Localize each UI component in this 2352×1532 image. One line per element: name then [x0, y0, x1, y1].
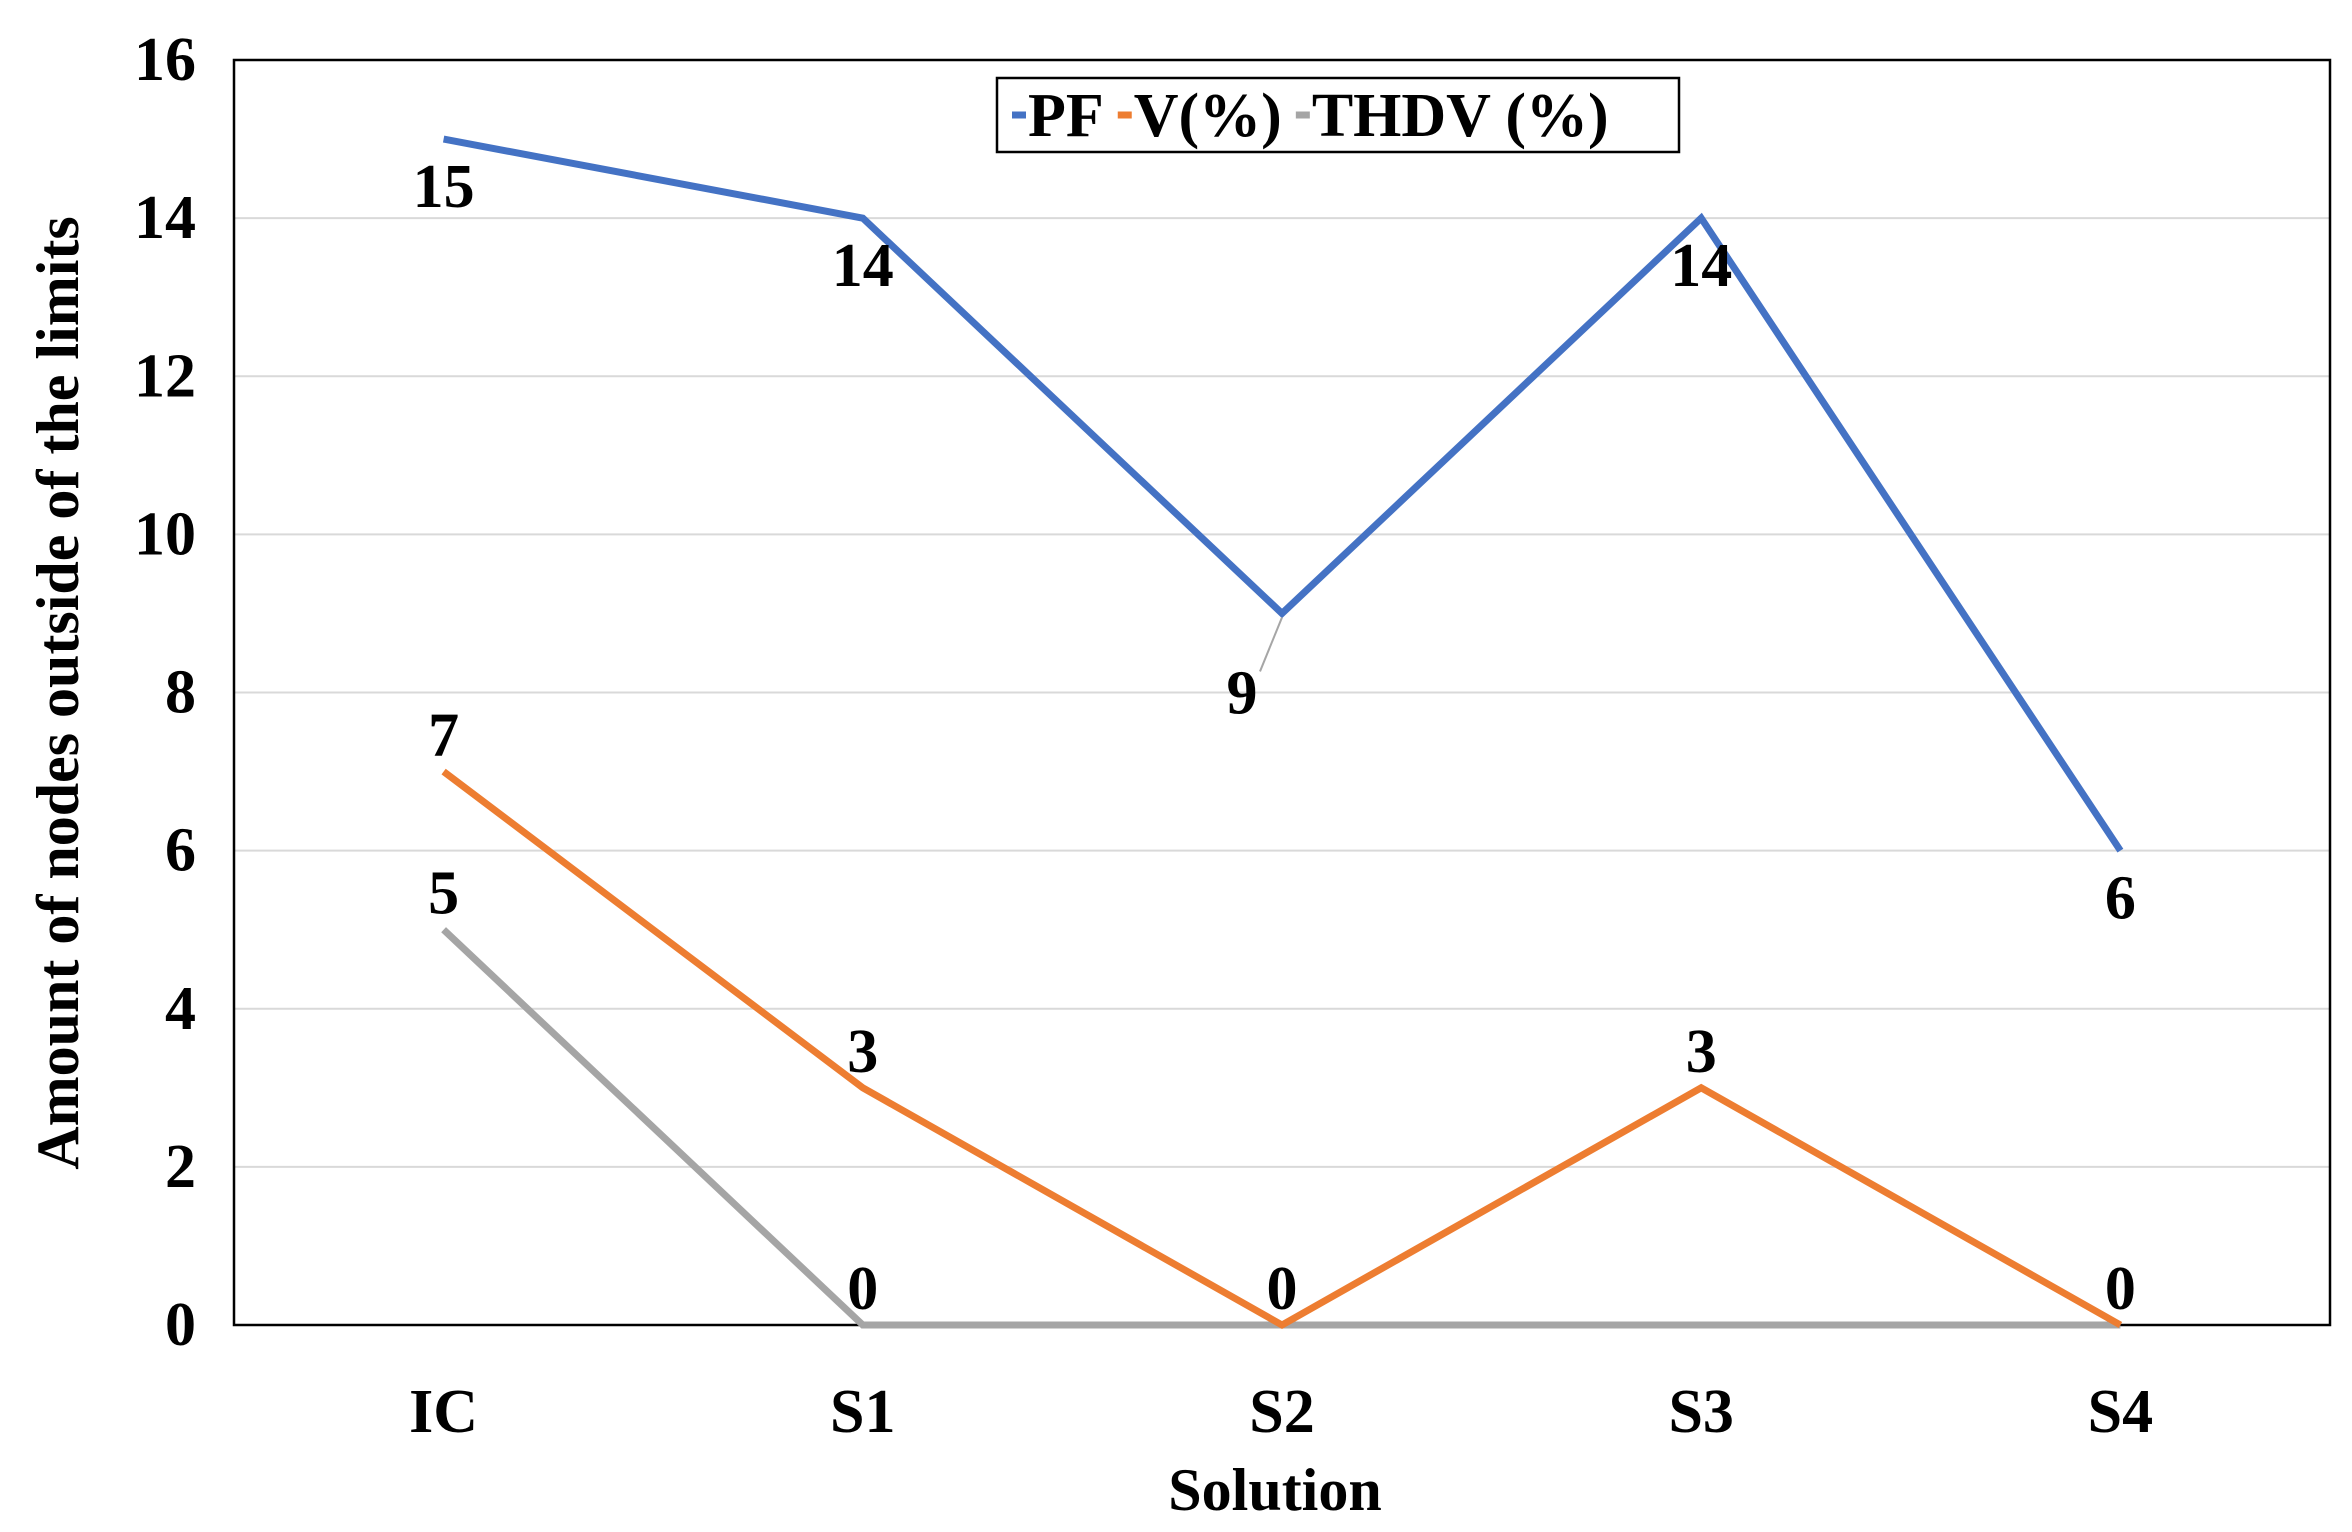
data-label: 3 — [1686, 1018, 1717, 1086]
y-tick-label: 2 — [165, 1133, 196, 1201]
legend-box — [995, 76, 1681, 154]
x-axis-title: Solution — [1168, 1457, 1381, 1523]
x-tick-label: IC — [409, 1378, 478, 1446]
data-label: 7 — [428, 702, 459, 770]
legend-label: V(%) — [1134, 82, 1282, 150]
y-tick-label: 6 — [165, 817, 196, 885]
x-tick-label: S1 — [830, 1378, 895, 1446]
data-label: 3 — [847, 1018, 878, 1086]
y-axis-ticks: 0 2 4 6 8 10 12 14 16 — [134, 26, 196, 1359]
legend-label: THDV (%) — [1312, 82, 1609, 150]
legend: PF V(%) THDV (%) — [995, 76, 1681, 154]
y-tick-label: 10 — [134, 500, 196, 568]
data-label: 0 — [2105, 1255, 2136, 1323]
data-label: 0 — [847, 1255, 878, 1323]
x-tick-label: S4 — [2088, 1378, 2153, 1446]
y-tick-label: 8 — [165, 659, 196, 727]
x-axis-ticks: IC S1 S2 S3 S4 — [409, 1378, 2153, 1446]
data-label: 0 — [1267, 1255, 1298, 1323]
data-label: 14 — [1670, 232, 1732, 300]
series-lines — [441, 135, 2124, 1330]
legend-label: PF — [1028, 82, 1104, 150]
y-tick-label: 0 — [165, 1291, 196, 1359]
y-tick-label: 16 — [134, 26, 196, 94]
label-leader-line — [1259, 617, 1283, 672]
data-label: 6 — [2105, 865, 2136, 933]
data-labels: 15 14 9 14 6 7 3 0 3 0 5 0 — [413, 153, 2136, 1323]
data-label: 15 — [413, 153, 475, 221]
data-label: 5 — [428, 860, 459, 928]
gridlines — [234, 217, 2330, 1168]
series-line-pf — [442, 135, 2124, 853]
series-line-v — [441, 768, 2123, 1330]
x-tick-label: S2 — [1249, 1378, 1314, 1446]
y-tick-label: 12 — [134, 342, 196, 410]
data-label: 14 — [832, 232, 894, 300]
y-tick-label: 4 — [165, 975, 196, 1043]
y-axis-title: Amount of nodes outside of the limits — [25, 216, 91, 1169]
x-tick-label: S3 — [1668, 1378, 1733, 1446]
data-label: 9 — [1227, 659, 1258, 727]
y-tick-label: 14 — [134, 184, 196, 252]
